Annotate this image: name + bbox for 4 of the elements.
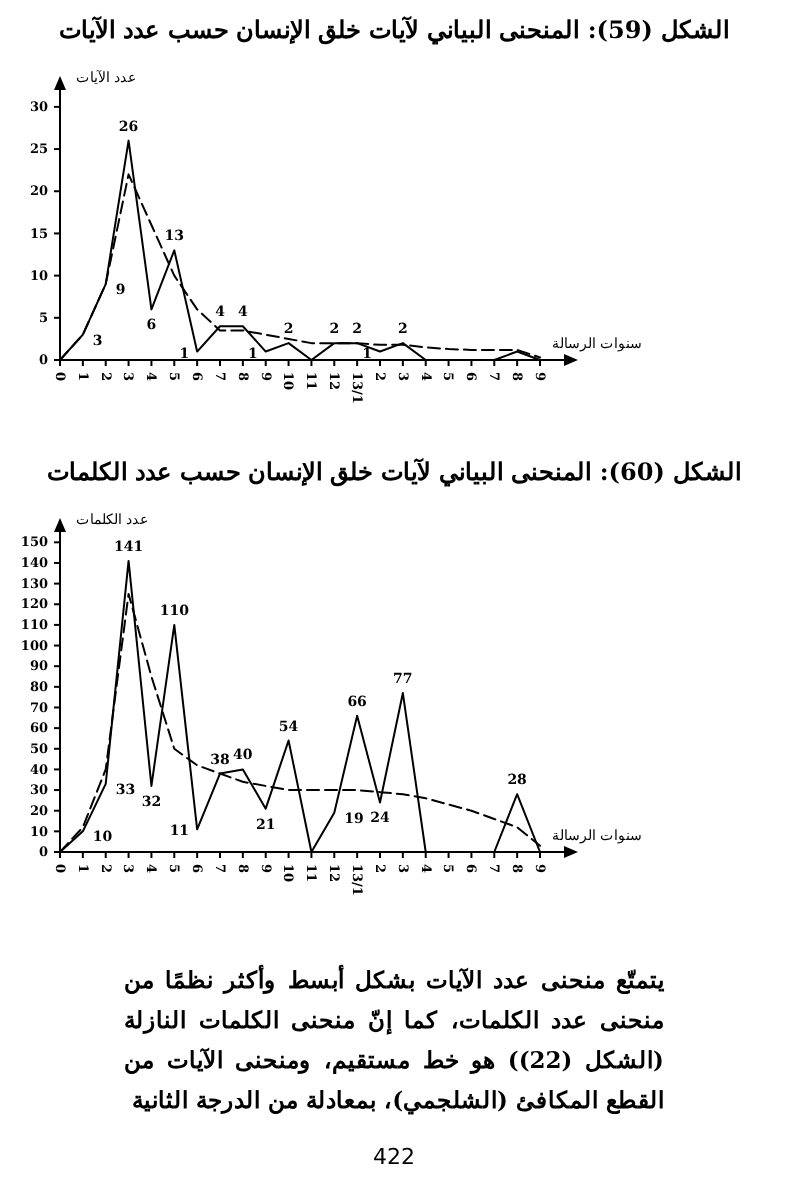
text: يتمتّع منحنى عدد الآيات بشكل أبسط وأكثر نظمًا من منحنى عدد الكلمات، كما إنّ منحنى الكلمات النازلة (الشكل (22)) هو خط مستقيم، ومنحنى الآيات من القطع المكافئ (الشلجمي)، بمعادلة من الدرجة الثانية	[124, 962, 664, 1119]
text: 422	[371, 1144, 417, 1170]
chart-title: الشكل (60): المنحنى البياني لآيات خلق الإنسان حسب عدد الكلمات	[46, 456, 742, 488]
chart-title: الشكل (59): المنحنى البياني لآيات خلق الإنسان حسب عدد الآيات	[58, 14, 730, 46]
